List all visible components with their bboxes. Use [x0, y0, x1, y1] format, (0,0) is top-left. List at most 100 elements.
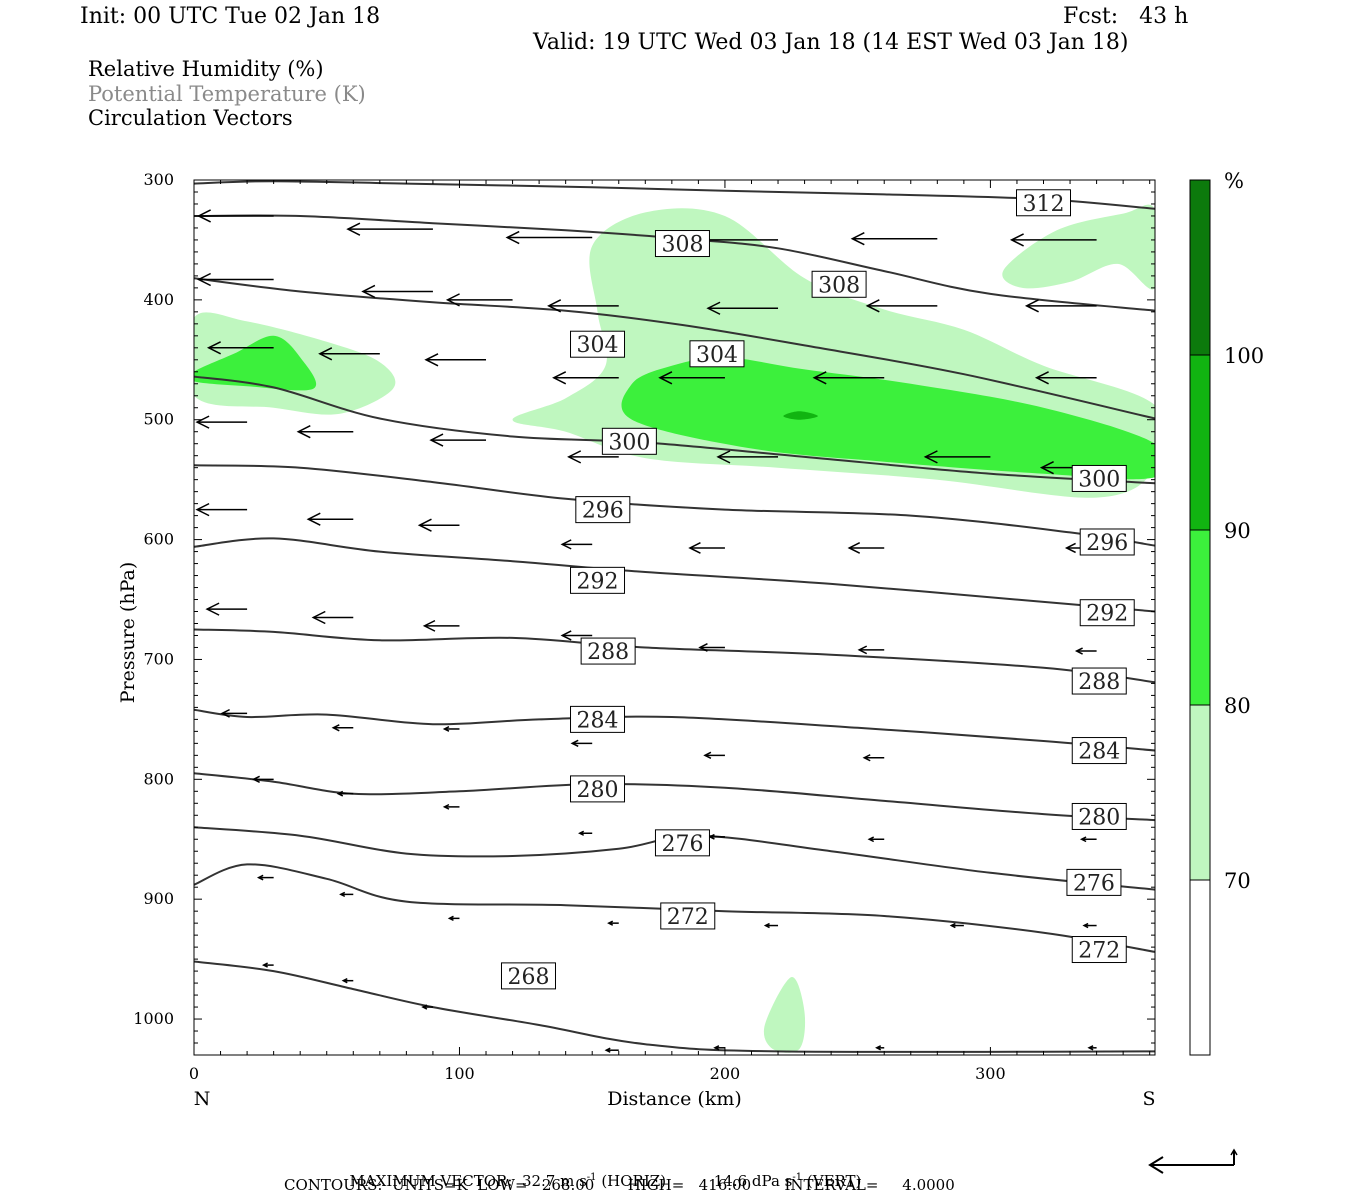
- circulation-vector: [875, 1045, 885, 1051]
- contour-label-text: 304: [696, 343, 738, 368]
- y-tick-label: 500: [143, 410, 174, 429]
- circulation-vector: [421, 1004, 433, 1010]
- contour-label-box: [575, 496, 631, 524]
- colorbar-segment: [1189, 704, 1211, 881]
- vector-head: [1087, 1045, 1094, 1051]
- contour-label-box: [570, 566, 626, 594]
- colorbar-segment: [1189, 179, 1211, 356]
- circulation-vector: [296, 425, 354, 439]
- rh-region-70-80-2: [1002, 204, 1155, 290]
- rh-region-80-90-4: [621, 357, 1155, 480]
- x-tick-label: 100: [444, 1064, 475, 1083]
- vector-head: [318, 347, 333, 361]
- vector-head: [716, 450, 731, 464]
- theta-contour-292: [194, 537, 1155, 613]
- vector-head: [1064, 542, 1076, 554]
- circulation-vector: [417, 518, 460, 532]
- contour-label-296: 296: [575, 496, 631, 524]
- vector-head: [424, 353, 439, 367]
- vector-head: [850, 232, 865, 246]
- vert-exponent: -1: [792, 1172, 803, 1183]
- vector-head: [578, 830, 585, 836]
- vector-head: [570, 739, 579, 748]
- circulation-vector: [1024, 299, 1097, 313]
- colorbar-segment: [1189, 354, 1211, 531]
- vector-head: [195, 415, 210, 429]
- y-tick-label: 700: [143, 649, 174, 668]
- contour-label-text: 308: [661, 233, 703, 258]
- circulation-vector: [1082, 922, 1097, 929]
- circulation-vector: [346, 222, 433, 236]
- circulation-vector: [713, 1045, 725, 1051]
- contour-label-284: 284: [1071, 737, 1127, 765]
- contour-label-box: [1079, 599, 1135, 627]
- vector-head: [706, 301, 721, 315]
- forecast-hour: Fcst: 43 h: [1063, 4, 1189, 29]
- colorbar-tick-label: 80: [1224, 694, 1251, 718]
- contour-label-272: 272: [660, 902, 716, 930]
- circulation-vector: [560, 539, 593, 550]
- circulation-vector: [505, 230, 593, 245]
- circulation-vector: [923, 450, 991, 464]
- theta-contour-276: [194, 826, 1155, 891]
- vector-head: [812, 371, 827, 385]
- contour-label-276: 276: [654, 829, 710, 857]
- vector-head: [445, 293, 460, 307]
- circulation-vector: [318, 347, 380, 361]
- vector-head: [206, 341, 221, 355]
- circulation-vector: [578, 830, 593, 836]
- rh-region-80-90-5: [194, 335, 317, 391]
- contour-label-box: [1079, 528, 1135, 556]
- vector-head: [698, 643, 708, 652]
- circulation-vector: [422, 619, 460, 632]
- contour-label-text: 296: [1086, 531, 1128, 556]
- contour-label-300: 300: [1071, 464, 1127, 492]
- contour-label-box: [500, 962, 556, 990]
- contour-label-box: [1071, 936, 1127, 964]
- contour-label-box: [811, 270, 867, 298]
- contour-label-text: 308: [818, 273, 860, 298]
- contour-label-308: 308: [811, 270, 867, 298]
- theta-contours: [194, 180, 1155, 1053]
- circulation-vector: [703, 751, 725, 760]
- contour-label-272: 272: [1071, 936, 1127, 964]
- contour-label-288: 288: [580, 637, 636, 665]
- vector-head: [341, 978, 348, 984]
- circulation-vector: [706, 301, 779, 315]
- contour-label-text: 300: [608, 430, 650, 455]
- contours-footer: CONTOURS: UNITS=K LOW= 268.00 HIGH= 416.…: [284, 1176, 955, 1194]
- vector-head: [857, 645, 868, 655]
- circulation-vector: [311, 610, 354, 625]
- vector-head: [421, 1004, 428, 1010]
- contour-label-box: [660, 902, 716, 930]
- contour-label-box: [1071, 667, 1127, 695]
- colorbar-unit: %: [1224, 169, 1244, 193]
- vector-head: [195, 502, 210, 517]
- x-end-label-left: N: [194, 1088, 211, 1110]
- vector-head: [220, 708, 230, 718]
- contour-label-292: 292: [1079, 599, 1135, 627]
- circulation-vector: [261, 962, 274, 968]
- contour-labels: 312 308 308 304 304 300 300 296 296 292 292 288 288 2…: [500, 189, 1135, 990]
- circulation-vector: [196, 272, 274, 287]
- y-tick-label: 400: [143, 290, 174, 309]
- contour-label-box: [1071, 737, 1127, 765]
- contour-label-text: 300: [1078, 467, 1120, 492]
- circulation-vector: [1087, 1045, 1097, 1051]
- horiz-unit: (HORIZ): [601, 1172, 667, 1190]
- vector-head: [261, 962, 268, 968]
- contour-label-text: 276: [661, 832, 703, 857]
- contour-label-box: [570, 330, 626, 358]
- vector-head: [560, 630, 572, 641]
- colorbar-segment: [1189, 529, 1211, 706]
- vector-head: [1034, 371, 1049, 385]
- circulation-vector: [195, 502, 248, 517]
- x-end-label-right: S: [1142, 1088, 1155, 1110]
- circulation-vector: [1009, 233, 1097, 247]
- vector-head: [311, 610, 326, 625]
- circulation-vector: [1034, 371, 1097, 385]
- circulation-vector: [716, 450, 779, 464]
- contour-label-box: [1066, 868, 1122, 896]
- contour-label-304: 304: [689, 340, 745, 368]
